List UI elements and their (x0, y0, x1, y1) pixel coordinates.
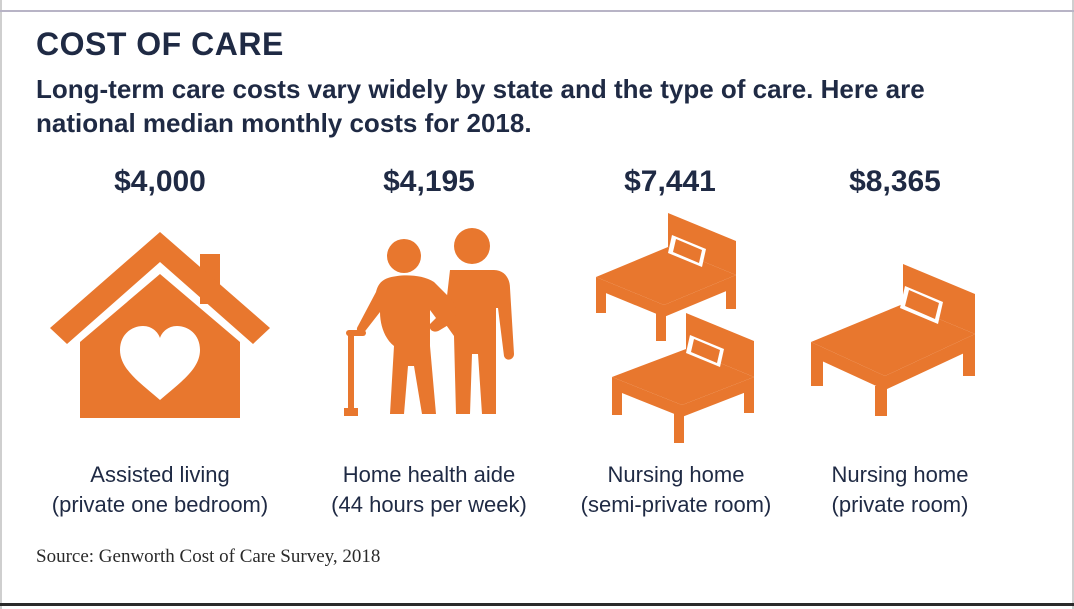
label-line-1: Home health aide (342, 462, 516, 487)
price-assisted-living: $4,000 (30, 162, 290, 202)
infographic-subtitle: Long-term care costs vary widely by stat… (36, 72, 1036, 140)
single-bed-icon (805, 258, 980, 428)
price-value: $7,441 (624, 165, 716, 198)
label-home-health-aide: Home health aide (44 hours per week) (289, 460, 569, 520)
label-nursing-semi-private: Nursing home (semi-private room) (536, 460, 816, 520)
label-line-2: (private room) (831, 492, 969, 517)
source-citation: Source: Genworth Cost of Care Survey, 20… (36, 546, 381, 567)
label-line-1: Assisted living (90, 462, 230, 487)
subtitle-line-2: national median monthly costs for 2018. (36, 108, 532, 138)
two-beds-icon (590, 205, 760, 460)
subtitle-line-1: Long-term care costs vary widely by stat… (36, 74, 925, 104)
label-assisted-living: Assisted living (private one bedroom) (20, 460, 300, 520)
label-line-2: (44 hours per week) (331, 492, 527, 517)
price-value: $4,000 (114, 165, 206, 198)
frame-right-edge (1072, 0, 1074, 609)
label-line-1: Nursing home (607, 462, 745, 487)
house-heart-icon (50, 232, 270, 427)
price-nursing-private: $8,365 (765, 162, 1025, 202)
price-value: $8,365 (849, 165, 941, 198)
top-rule (0, 10, 1074, 12)
label-line-2: (semi-private room) (580, 492, 772, 517)
frame-left-edge (0, 0, 2, 609)
infographic-title: COST OF CARE (36, 26, 284, 62)
label-line-1: Nursing home (831, 462, 969, 487)
price-nursing-semi-private: $7,441 (540, 162, 800, 202)
label-nursing-private: Nursing home (private room) (760, 460, 1040, 520)
bottom-rule (0, 603, 1074, 606)
price-value: $4,195 (383, 165, 475, 198)
caregiver-with-elder-icon (338, 226, 528, 431)
label-line-2: (private one bedroom) (51, 492, 269, 517)
price-home-health-aide: $4,195 (299, 162, 559, 202)
